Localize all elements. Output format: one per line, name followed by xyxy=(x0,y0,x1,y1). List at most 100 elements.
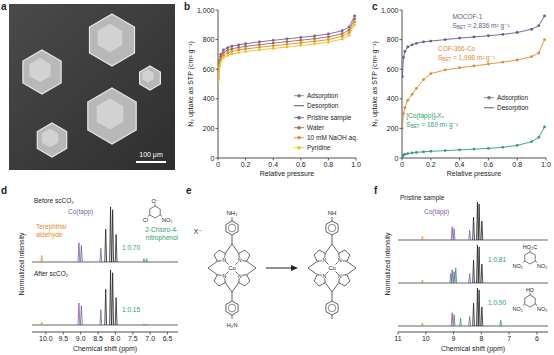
label-line: nitrophenol xyxy=(146,234,179,242)
y-tick xyxy=(216,69,219,70)
isotherm-point xyxy=(516,31,519,34)
bond xyxy=(225,283,232,292)
x-tick-label: 8.0 xyxy=(111,335,121,342)
nmr-peak xyxy=(105,229,107,262)
isotherm-point xyxy=(402,127,404,130)
x-tick-label: 10 xyxy=(422,335,430,342)
molecule-label: HO xyxy=(526,287,535,293)
crystal-facet xyxy=(42,129,58,148)
isotherm-point xyxy=(313,37,316,40)
isotherm-point xyxy=(218,66,221,69)
isotherm-point xyxy=(299,39,302,42)
crystal xyxy=(140,66,161,90)
isotherm-point xyxy=(230,53,233,56)
isotherm-point xyxy=(258,46,261,49)
nmr-peak xyxy=(80,246,82,263)
x-tick-label: 8 xyxy=(479,335,483,342)
series-label: [Co(tapp)]ₓXₓ xyxy=(406,112,444,120)
legend-marker xyxy=(297,94,301,98)
crystal-facet xyxy=(142,69,153,82)
annotation-sub: BET xyxy=(457,25,466,30)
nmr-peak xyxy=(78,243,80,262)
x-tick-label: 0.4 xyxy=(455,161,465,168)
legend-marker xyxy=(297,126,301,130)
atom-label: H₂N xyxy=(227,322,238,328)
legend-line xyxy=(294,105,304,106)
y-tick-label: 600 xyxy=(387,66,399,73)
peak-label: Co(tapp) xyxy=(424,208,449,216)
molecule-bond xyxy=(148,215,150,217)
nmr-peak xyxy=(478,204,480,240)
atom-background xyxy=(222,273,227,278)
molecule-label: O⁻ xyxy=(151,198,158,204)
isotherm-point xyxy=(473,148,476,151)
annotation-part: = 1,998 m² g⁻¹ xyxy=(451,54,496,62)
molecule-label: HO₂C xyxy=(523,244,537,250)
isotherm-point xyxy=(272,44,275,47)
isotherm-point xyxy=(415,87,418,90)
ratio-label: 1:0.90 xyxy=(488,299,506,306)
nmr-peak xyxy=(455,268,457,283)
molecule-label: NO₂ xyxy=(162,217,172,223)
isotherm-line xyxy=(402,127,544,157)
atom-background xyxy=(322,273,327,278)
isotherm-point xyxy=(327,33,330,36)
x-tick-label: 1.0 xyxy=(541,161,551,168)
label-line: Co(tapp) xyxy=(68,208,93,216)
y-tick xyxy=(216,10,219,11)
isotherm-point xyxy=(230,45,233,48)
isotherm-point xyxy=(422,78,425,81)
isotherm-point xyxy=(272,47,275,50)
atom-label: N xyxy=(238,257,242,263)
nmr-peak xyxy=(422,280,424,283)
x-tick-label: 7 xyxy=(507,335,511,342)
x-axis xyxy=(398,332,548,333)
isotherm-point xyxy=(406,99,409,102)
atom-label: N xyxy=(238,273,242,279)
annotation-sub: BET xyxy=(411,124,420,129)
isotherm-point xyxy=(487,147,490,150)
bond xyxy=(232,217,233,221)
nmr-peak xyxy=(115,298,117,326)
bond xyxy=(347,261,356,268)
atom-background xyxy=(222,258,227,263)
isotherm-point xyxy=(348,34,351,37)
isotherm-point xyxy=(402,112,405,115)
nmr-peak xyxy=(469,317,471,327)
bond xyxy=(332,235,333,244)
x-tick-label: 0.4 xyxy=(268,161,278,168)
molecule-bond xyxy=(530,250,531,253)
x-tick-label: 9 xyxy=(452,335,456,342)
legend-label: Adsorption xyxy=(307,92,338,100)
x-tick-label: 10.0 xyxy=(39,335,53,342)
bond xyxy=(308,268,317,275)
isotherm-point xyxy=(353,17,356,20)
bond xyxy=(332,315,333,319)
nmr-peak xyxy=(41,322,43,325)
isotherm-point xyxy=(327,41,330,44)
nmr-peak xyxy=(115,235,117,263)
y-axis-label: N₂ uptake as STP (cm³ g⁻¹) xyxy=(371,41,379,127)
bond xyxy=(226,271,228,273)
crystal-facet xyxy=(30,58,51,82)
y-tick-label: 200 xyxy=(203,125,215,132)
y-tick-label: 200 xyxy=(387,125,399,132)
bond xyxy=(332,244,339,253)
molecule-ring xyxy=(525,295,535,307)
y-tick xyxy=(216,98,219,99)
isotherm-point xyxy=(406,46,409,49)
nmr-peak xyxy=(473,303,475,326)
atom-label: N xyxy=(222,257,226,263)
isotherm-point xyxy=(415,151,418,154)
atom-background xyxy=(237,258,242,263)
nmr-peak xyxy=(110,207,112,262)
isotherm-point xyxy=(244,45,247,48)
molecule-label: NO₂ xyxy=(537,263,547,269)
isotherm-point xyxy=(406,152,409,155)
x-tick-label: 1.0 xyxy=(351,161,361,168)
atom-background xyxy=(327,263,336,272)
atom-background xyxy=(337,273,342,278)
isotherm-point xyxy=(222,51,225,54)
isotherm-point xyxy=(537,52,540,55)
atom-background xyxy=(227,263,236,272)
